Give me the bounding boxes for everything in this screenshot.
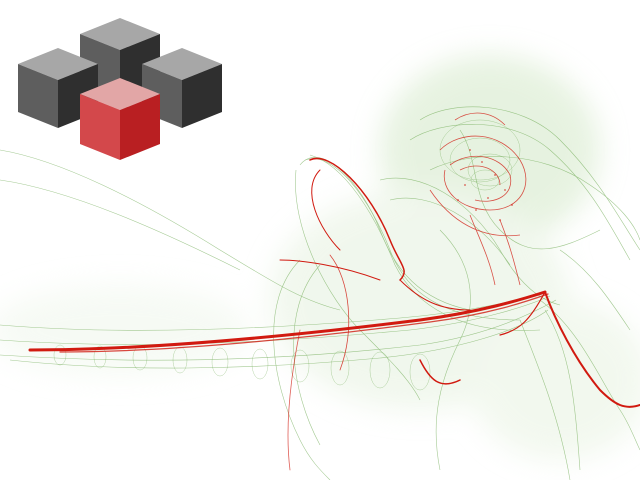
green-loops — [53, 119, 521, 391]
red-traces — [28, 157, 640, 471]
cube-front-red — [80, 78, 160, 160]
stacked-cubes-logo-icon — [18, 18, 222, 160]
red-dots — [457, 149, 513, 221]
